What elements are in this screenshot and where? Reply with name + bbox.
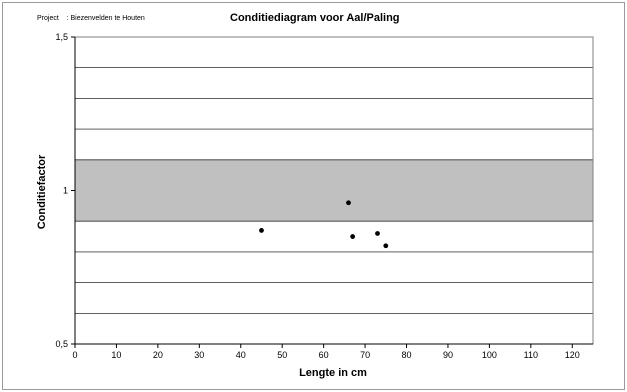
x-tick-label-2: 20 — [153, 350, 163, 360]
y-tick-label-1: 1 — [63, 186, 68, 196]
x-tick-label-1: 10 — [111, 350, 121, 360]
project-value: : Biezenvelden te Houten — [66, 15, 145, 22]
x-tick-label-4: 40 — [236, 350, 246, 360]
data-point-0 — [259, 228, 264, 233]
data-point-3 — [375, 231, 380, 236]
x-tick-label-0: 0 — [72, 350, 77, 360]
y-tick-label-0: 1,5 — [55, 32, 68, 42]
y-axis-title: Conditiefactor — [36, 154, 48, 229]
x-tick-label-9: 90 — [443, 350, 453, 360]
data-point-4 — [383, 243, 389, 249]
x-tick-label-11: 110 — [524, 350, 538, 360]
project-label: Project — [37, 15, 59, 22]
shaded-band — [74, 159, 594, 222]
project-info: Project : Biezenvelden te Houten — [37, 15, 145, 22]
x-tick-label-6: 60 — [319, 350, 329, 360]
x-tick-label-5: 50 — [277, 350, 287, 360]
x-tick-label-10: 100 — [482, 350, 497, 360]
x-axis-title: Lengte in cm — [299, 367, 367, 379]
x-tick-label-8: 80 — [402, 350, 412, 360]
data-point-1 — [346, 200, 351, 206]
chart-title: Conditiediagram voor Aal/Paling — [230, 12, 400, 24]
y-tick-label-2: 0,5 — [55, 339, 68, 349]
data-point-2 — [350, 234, 356, 239]
x-tick-label-3: 30 — [194, 350, 204, 360]
x-tick-label-7: 70 — [360, 350, 370, 360]
x-tick-label-12: 120 — [565, 350, 580, 360]
